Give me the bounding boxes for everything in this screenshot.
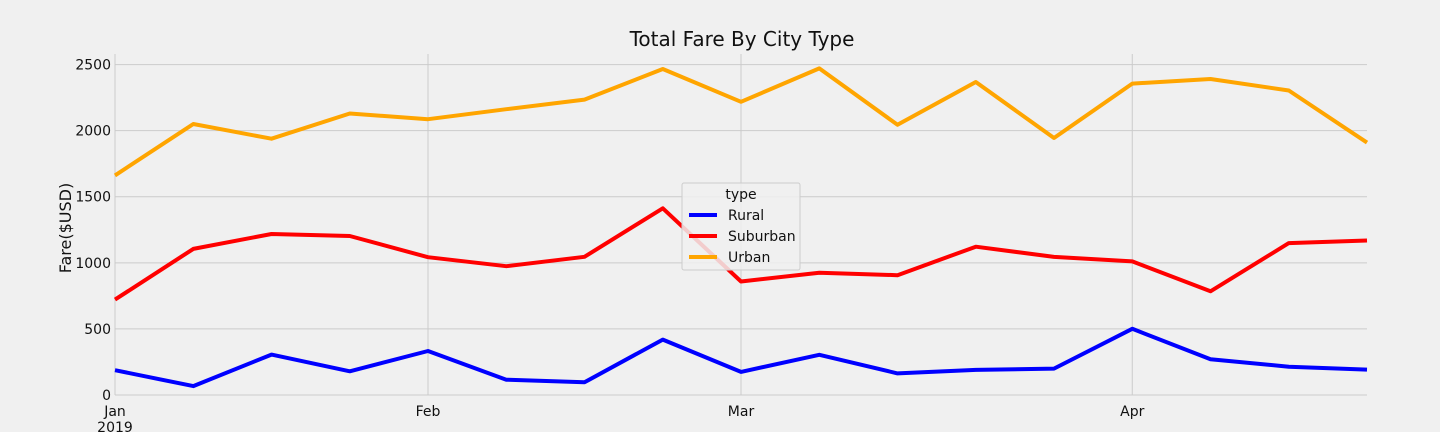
y-tick-label: 0 (102, 388, 111, 404)
series-line-urban (113, 66, 1369, 178)
legend-label-suburban: Suburban (728, 229, 796, 245)
y-tick-label: 1000 (75, 256, 111, 272)
y-axis-label: Fare($USD) (56, 183, 75, 273)
y-tick-label: 1500 (75, 190, 111, 206)
x-tick-label: Feb (416, 404, 441, 420)
y-tick-label: 500 (84, 322, 111, 338)
legend-label-urban: Urban (728, 250, 770, 266)
x-tick-sublabel: 2019 (97, 420, 133, 432)
x-tick-label: Apr (1120, 404, 1144, 420)
series-line-rural (114, 326, 1368, 389)
y-tick-label: 2000 (75, 124, 111, 140)
y-tick-label: 2500 (75, 58, 111, 74)
legend-entries: Rural Suburban Urban (689, 208, 796, 266)
series-line-suburban (113, 206, 1368, 302)
series-lines (113, 66, 1369, 389)
legend-title: type (725, 187, 756, 203)
x-tick-label: Jan (103, 404, 126, 420)
y-axis-ticks: 0 500 1000 1500 2000 2500 (75, 58, 111, 404)
legend-box (681, 182, 801, 271)
legend: type Rural Suburban Urban (681, 182, 801, 271)
legend-label-rural: Rural (728, 208, 764, 224)
chart-title: Total Fare By City Type (629, 27, 855, 51)
x-tick-label: Mar (728, 404, 755, 420)
